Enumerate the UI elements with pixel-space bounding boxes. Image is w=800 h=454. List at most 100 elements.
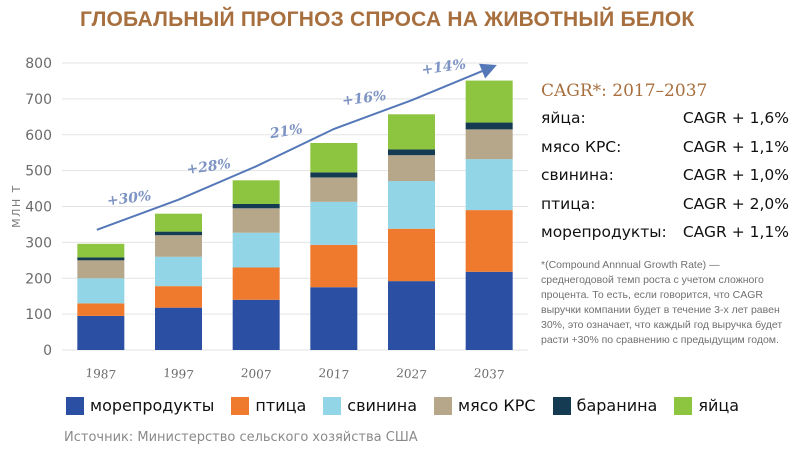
growth-label: +14% (421, 57, 467, 79)
cagr-row-value: CAGR + 1,1% (682, 223, 789, 241)
legend-item: птица (231, 396, 306, 415)
cagr-heading: CAGR*: 2017–2037 (541, 81, 708, 101)
x-tick-label: 1987 (85, 366, 116, 382)
y-tick-label: 0 (43, 343, 52, 359)
bar-segment (232, 267, 280, 300)
bar-segment (465, 271, 513, 350)
bar-segment (77, 257, 125, 261)
bar-segment (155, 307, 202, 350)
legend-item: морепродукты (66, 396, 214, 415)
bar-segment (155, 231, 202, 236)
y-tick-label: 400 (25, 200, 52, 216)
legend-swatch (323, 396, 342, 415)
legend-label: птица (255, 396, 307, 415)
cagr-row: яйца: CAGR + 1,6% (541, 109, 789, 127)
x-tick-label: 2007 (240, 366, 271, 382)
x-tick-label: 1997 (163, 366, 194, 382)
legend-swatch (674, 396, 693, 415)
cagr-row: птица: CAGR + 2,0% (541, 195, 789, 213)
cagr-row-value: CAGR + 2,0% (682, 194, 789, 213)
bar-segment (465, 159, 513, 211)
stacked-bar-chart: 0 100 200 300 400 500 600 700 800 МЛН Т 1987 1997 20… (10, 56, 528, 382)
bar-segment (388, 281, 435, 350)
y-tick-label: 500 (25, 164, 52, 180)
y-tick-label: 200 (25, 271, 52, 287)
gridlines (62, 62, 528, 351)
y-axis-label: МЛН Т (10, 184, 23, 228)
cagr-row-value: CAGR + 1,0% (682, 166, 789, 184)
trend-arrow (96, 63, 497, 231)
growth-label: +28% (186, 156, 232, 178)
bar-segment (465, 80, 513, 123)
bar-segment (310, 143, 358, 173)
cagr-row: морепродукты: CAGR + 1,1% (541, 223, 789, 241)
bar-segment (77, 303, 125, 316)
bar-segment (155, 256, 202, 287)
y-tick-label: 700 (25, 92, 52, 108)
growth-trend-line (96, 63, 497, 231)
chart-legend: морепродукты птица свинина мясо КРС баранина… (66, 396, 756, 415)
bar-segment (232, 299, 280, 350)
legend-swatch (231, 396, 250, 415)
growth-label: +16% (341, 88, 387, 109)
bar-segment (388, 181, 435, 229)
bar-segment (155, 286, 202, 308)
legend-label: свинина (347, 396, 418, 415)
labels: 0 100 200 300 400 500 600 700 800 МЛН Т 1987 1997 20… (10, 56, 505, 382)
bars (77, 80, 513, 350)
bar-segment (77, 278, 125, 304)
bar-segment (77, 260, 125, 279)
bar-segment (388, 114, 435, 150)
cagr-row-label: яйца: (541, 109, 586, 127)
cagr-footnote: *(Compound Annnual Growth Rate) — средне… (541, 259, 783, 346)
growth-label: 21% (268, 121, 304, 142)
legend-item: мясо КРС (434, 396, 536, 415)
x-tick-label: 2027 (396, 366, 427, 382)
cagr-row-label: свинина: (541, 166, 614, 184)
legend-item: свинина (323, 396, 417, 415)
legend-label: баранина (576, 396, 658, 415)
bar-segment (388, 155, 435, 182)
x-tick-label: 2017 (318, 366, 349, 382)
bar-segment (310, 244, 358, 288)
legend-swatch (434, 396, 453, 415)
cagr-row-label: мясо КРС: (541, 137, 622, 156)
bar-segment (232, 180, 280, 204)
cagr-row-value: CAGR + 1,6% (682, 109, 789, 127)
bar-segment (232, 203, 280, 209)
bar-segment (310, 287, 358, 350)
bar-segment (310, 177, 358, 202)
legend-item: яйца (674, 396, 739, 415)
bar-segment (465, 129, 513, 160)
bar-segment (232, 232, 280, 268)
legend-item: баранина (552, 396, 658, 415)
x-tick-label: 2037 (473, 366, 504, 382)
bar-segment (77, 243, 125, 258)
bar-segment (388, 228, 435, 282)
bar-segment (232, 208, 280, 233)
y-tick-label: 800 (25, 56, 52, 72)
cagr-row-value: CAGR + 1,1% (682, 137, 789, 156)
bar-segment (465, 122, 513, 130)
bar-segment (155, 213, 202, 232)
bar-segment (465, 210, 513, 272)
bar-segment (155, 235, 202, 257)
growth-label: +30% (106, 188, 152, 209)
source-note: Источник: Министерство сельского хозяйст… (64, 430, 418, 445)
legend-label: яйца (698, 396, 740, 415)
y-tick-label: 100 (25, 307, 52, 323)
legend-label: мясо КРС (458, 396, 536, 415)
cagr-row: мясо КРС: CAGR + 1,1% (541, 138, 789, 156)
y-tick-label: 600 (25, 128, 52, 144)
bar-segment (388, 149, 435, 156)
bar-segment (77, 315, 125, 350)
bar-segment (310, 172, 358, 178)
bar-segment (310, 201, 358, 245)
cagr-row-label: птица: (541, 194, 596, 213)
legend-label: морепродукты (90, 396, 215, 415)
cagr-row-label: морепродукты: (541, 223, 667, 241)
legend-swatch (552, 396, 571, 415)
chart-title: ГЛОБАЛЬНЫЙ ПРОГНОЗ СПРОСА НА ЖИВОТНЫЙ БЕ… (80, 8, 695, 31)
cagr-row: свинина: CAGR + 1,0% (541, 166, 789, 184)
legend-swatch (66, 396, 84, 415)
